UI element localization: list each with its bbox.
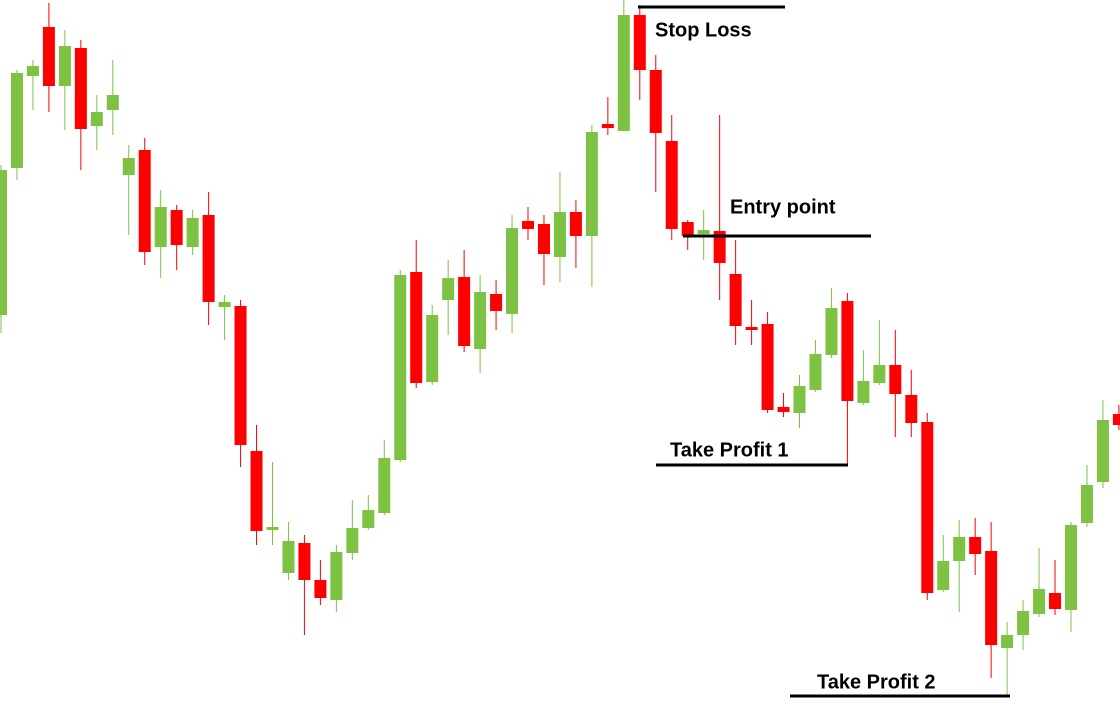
candle-body xyxy=(138,150,151,252)
candle-body xyxy=(266,527,279,530)
candle-body xyxy=(394,275,407,460)
level-label: Stop Loss xyxy=(655,19,752,41)
candle-body xyxy=(378,458,391,513)
candle-body xyxy=(186,218,199,247)
candle-body xyxy=(937,561,950,590)
candle-body xyxy=(282,541,295,573)
candle-body xyxy=(90,112,103,126)
candle-body xyxy=(490,294,503,311)
candle-body xyxy=(250,451,263,531)
candle-body xyxy=(522,221,535,229)
candle-body xyxy=(170,210,183,245)
candle-body xyxy=(585,132,598,236)
candle-body xyxy=(617,15,630,131)
candle-body xyxy=(969,537,982,554)
candle-body xyxy=(953,537,966,561)
candle-body xyxy=(1049,593,1062,609)
candle-body xyxy=(410,272,423,383)
candle-body xyxy=(122,158,135,175)
candle-body xyxy=(841,301,854,401)
candle-body xyxy=(74,48,87,129)
candle-body xyxy=(729,274,742,326)
candle-body xyxy=(1017,611,1030,635)
candle-body xyxy=(1112,414,1120,425)
candle-body xyxy=(873,365,886,383)
candle-body xyxy=(346,528,359,553)
level-label: Take Profit 1 xyxy=(670,439,789,461)
candle-body xyxy=(234,306,247,445)
candle-body xyxy=(58,46,71,86)
candle-body xyxy=(1001,635,1014,648)
candle-body xyxy=(314,580,327,598)
candle-body xyxy=(825,308,838,355)
level-label: Entry point xyxy=(730,196,836,218)
candle-body xyxy=(681,222,694,236)
candle-body xyxy=(857,381,870,403)
candle-body xyxy=(202,215,215,302)
candle-body xyxy=(633,15,646,70)
candle-body xyxy=(506,228,519,314)
candle-body xyxy=(1096,420,1109,482)
candle-body xyxy=(426,315,439,382)
candle-body xyxy=(985,551,998,645)
candle-body xyxy=(474,292,487,349)
candle-body xyxy=(569,212,582,236)
candle-body xyxy=(330,552,343,600)
candle-body xyxy=(745,327,758,330)
candle-body xyxy=(442,278,455,300)
candle-body xyxy=(298,543,311,580)
candle-body xyxy=(362,510,375,528)
candle-body xyxy=(793,386,806,413)
candle-body xyxy=(26,66,39,76)
candle-body xyxy=(889,365,902,394)
candle-body xyxy=(154,207,167,247)
candle-body xyxy=(1064,525,1077,610)
candle-body xyxy=(553,212,566,257)
candle-body xyxy=(665,141,678,229)
candle-body xyxy=(697,230,710,234)
candle-body xyxy=(761,324,774,410)
candle-body xyxy=(458,277,471,346)
candle-body xyxy=(10,73,23,168)
candle-body xyxy=(218,302,231,307)
candle-body xyxy=(905,395,918,423)
candle-body xyxy=(649,70,662,133)
candle-body xyxy=(1080,485,1093,523)
candle-body xyxy=(777,407,790,412)
candle-body xyxy=(809,354,822,390)
candle-body xyxy=(0,170,7,315)
candle-body xyxy=(42,27,55,86)
candle-body xyxy=(921,422,934,593)
level-label: Take Profit 2 xyxy=(817,671,936,693)
candle-body xyxy=(106,95,119,110)
candle-body xyxy=(537,224,550,254)
candle-body xyxy=(713,231,726,263)
candle-body xyxy=(1033,589,1046,614)
candle-body xyxy=(601,124,614,128)
